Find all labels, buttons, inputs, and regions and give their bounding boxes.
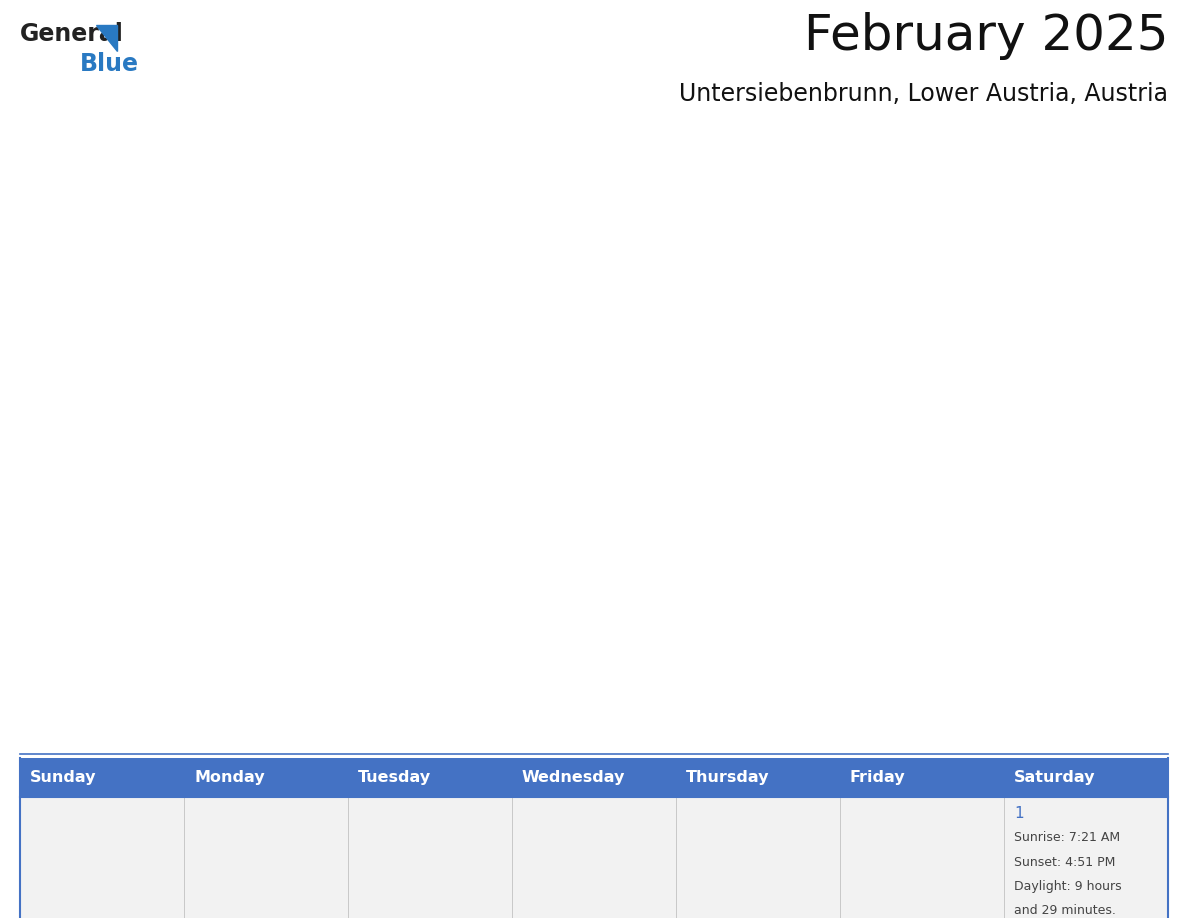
Text: Saturday: Saturday	[1015, 770, 1095, 785]
Text: Monday: Monday	[194, 770, 265, 785]
Text: General: General	[20, 22, 124, 46]
Polygon shape	[95, 25, 118, 51]
Text: February 2025: February 2025	[803, 12, 1168, 60]
Text: Tuesday: Tuesday	[358, 770, 431, 785]
Text: Thursday: Thursday	[685, 770, 770, 785]
Text: Sunday: Sunday	[30, 770, 96, 785]
Text: 1: 1	[1015, 807, 1024, 822]
Bar	[20, 797, 1168, 918]
Text: Sunset: 4:51 PM: Sunset: 4:51 PM	[1015, 856, 1116, 868]
Text: Untersiebenbrunn, Lower Austria, Austria: Untersiebenbrunn, Lower Austria, Austria	[680, 82, 1168, 106]
Bar	[20, 758, 1168, 797]
Text: Wednesday: Wednesday	[522, 770, 625, 785]
Text: Friday: Friday	[849, 770, 905, 785]
Text: Daylight: 9 hours: Daylight: 9 hours	[1015, 880, 1121, 893]
Text: and 29 minutes.: and 29 minutes.	[1015, 904, 1116, 917]
Text: Sunrise: 7:21 AM: Sunrise: 7:21 AM	[1015, 831, 1120, 844]
Text: Blue: Blue	[80, 52, 139, 76]
